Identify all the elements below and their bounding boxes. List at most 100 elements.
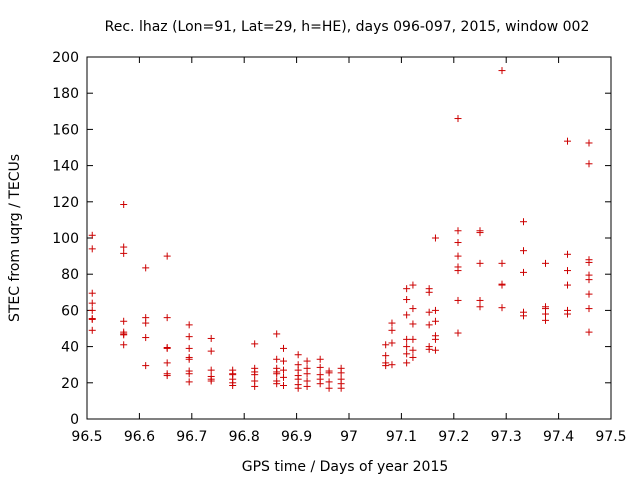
data-point (163, 359, 171, 367)
data-point (303, 357, 311, 365)
data-point (431, 346, 439, 354)
data-point (476, 296, 484, 304)
data-point (280, 382, 287, 390)
y-tick-label: 60 (61, 303, 79, 319)
data-point (337, 369, 345, 377)
data-point (519, 218, 527, 226)
data-point (251, 340, 259, 348)
x-tick-label: 97.3 (491, 429, 522, 445)
data-point (185, 370, 193, 378)
data-point (454, 239, 462, 247)
x-tick-label: 97.1 (386, 429, 417, 445)
data-point (273, 370, 281, 378)
x-axis-ticks: 96.5 96.6 96.7 96.8 96.9 97 97.1 97.2 97.3 97.4 97… (71, 57, 627, 445)
y-tick-label: 180 (52, 86, 79, 102)
data-point (585, 160, 593, 168)
data-point (542, 259, 549, 267)
data-point (409, 305, 417, 313)
data-point (454, 329, 462, 337)
chart-title: Rec. lhaz (Lon=91, Lat=29, h=HE), days 0… (105, 19, 590, 35)
data-point (163, 344, 171, 352)
data-point (120, 201, 128, 209)
data-point (585, 328, 593, 336)
data-point (454, 267, 462, 275)
data-point (325, 369, 333, 377)
data-point (251, 382, 259, 390)
data-point (585, 305, 593, 313)
data-point (564, 137, 572, 145)
data-point (251, 371, 259, 379)
data-point (425, 345, 433, 353)
data-point (454, 227, 462, 235)
data-point (280, 344, 287, 352)
data-point (585, 276, 593, 284)
y-axis-ticks: 0 20 40 60 80 100 120 140 160 180 200 (52, 50, 611, 428)
data-point (498, 259, 506, 267)
data-point (337, 384, 345, 392)
data-point (454, 115, 462, 123)
data-point (564, 281, 572, 289)
data-point (403, 335, 411, 343)
data-point (207, 334, 215, 342)
data-point (542, 310, 549, 318)
data-point (120, 249, 128, 257)
data-point (229, 382, 237, 390)
y-tick-label: 80 (61, 267, 79, 283)
y-tick-label: 40 (61, 340, 79, 356)
data-point (403, 359, 411, 367)
data-point (163, 372, 171, 380)
y-tick-label: 120 (52, 195, 79, 211)
data-point (88, 326, 96, 334)
data-point (431, 317, 439, 325)
data-point (280, 357, 287, 365)
data-point (88, 231, 96, 239)
data-point (294, 384, 302, 392)
data-point (163, 252, 171, 260)
data-point (142, 264, 150, 272)
data-point (185, 333, 193, 341)
data-point (409, 281, 417, 289)
data-point (207, 347, 215, 355)
data-point (185, 355, 193, 363)
data-point (564, 310, 572, 318)
plot-area (86, 56, 612, 420)
data-point (403, 285, 411, 293)
data-point (519, 268, 527, 276)
data-point (273, 330, 281, 338)
data-markers (88, 67, 593, 392)
data-point (388, 319, 396, 327)
data-point (303, 382, 311, 390)
data-point (382, 362, 390, 370)
data-point (316, 355, 324, 363)
data-point (388, 326, 396, 334)
data-point (325, 384, 333, 392)
x-axis-label: GPS time / Days of year 2015 (242, 459, 449, 475)
data-point (325, 378, 333, 386)
data-point (163, 314, 171, 322)
y-tick-label: 20 (61, 376, 79, 392)
data-point (409, 335, 417, 343)
data-point (585, 139, 593, 147)
plot-frame (86, 56, 612, 420)
data-point (454, 296, 462, 304)
data-point (431, 335, 439, 343)
data-point (316, 380, 324, 388)
data-point (519, 247, 527, 255)
data-point (403, 311, 411, 319)
data-point (273, 355, 281, 363)
data-point (425, 288, 433, 296)
x-tick-label: 96.8 (229, 429, 260, 445)
data-point (585, 290, 593, 298)
data-point (542, 316, 549, 324)
data-point (498, 67, 506, 75)
x-tick-label: 96.9 (281, 429, 312, 445)
data-point (403, 343, 411, 351)
y-tick-label: 200 (52, 50, 79, 66)
x-tick-label: 97.5 (595, 429, 626, 445)
data-point (120, 317, 128, 325)
data-point (585, 258, 593, 266)
x-tick-label: 97 (340, 429, 358, 445)
data-point (120, 243, 128, 251)
data-point (142, 362, 150, 370)
